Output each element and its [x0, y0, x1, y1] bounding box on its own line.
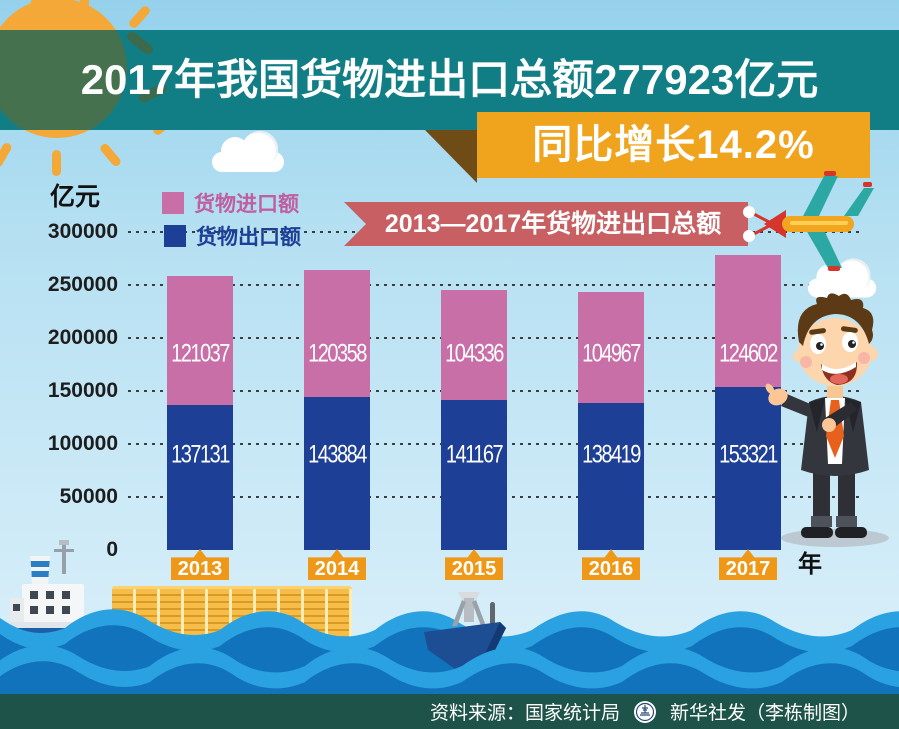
legend-label-import: 货物进口额: [194, 193, 299, 216]
airplane-icon: [749, 171, 874, 271]
x-axis-unit-label: 年: [798, 551, 822, 578]
bar-segment-export: [441, 400, 507, 550]
y-tick-label: 250000: [47, 273, 118, 296]
y-tick-label: 50000: [59, 485, 118, 508]
y-tick-label: 100000: [47, 432, 118, 455]
bar-value-label-export: 138419: [582, 441, 641, 469]
legend-swatch-import: [162, 192, 184, 214]
bar-segment-import: [715, 255, 781, 388]
footer-band: 资料来源：国家统计局 新华社发（李栋制图）: [0, 694, 899, 729]
bar-value-label-import: 104967: [582, 340, 641, 368]
bar-segment-export: [304, 397, 370, 550]
gridline: [128, 284, 862, 286]
xinhua-logo-icon: [634, 700, 657, 723]
bar-value-label-import: 120358: [308, 340, 367, 368]
x-axis-year-tag: 2017: [719, 549, 777, 580]
header-band-sun-overlay: [0, 30, 899, 130]
bar-value-label-import: 104336: [445, 340, 504, 368]
sun-ray-icon: [80, 0, 89, 16]
bar-value-label-import: 124602: [719, 340, 778, 368]
ribbon-tow-dot: [743, 206, 755, 218]
x-axis-year-tag: 2015: [445, 549, 503, 580]
ribbon-tow-dot: [743, 230, 755, 242]
sun-in-band-shape: [0, 30, 127, 130]
growth-badge: 同比增长14.2%: [477, 112, 870, 178]
bar-segment-import: [304, 269, 370, 398]
cloud-icon: [807, 258, 877, 298]
bar-value-label-export: 153321: [719, 441, 778, 469]
bar-segment-export: [167, 404, 233, 550]
y-tick-label: 300000: [47, 220, 118, 243]
x-axis-year-tag: 2014: [308, 549, 366, 580]
footer-credits: 资料来源：国家统计局 新华社发（李栋制图）: [430, 694, 860, 729]
page-title: 2017年我国货物进出口总额277923亿元: [80, 56, 819, 103]
y-tick-label: 0: [106, 538, 118, 561]
source-text: 资料来源：国家统计局: [430, 703, 621, 724]
credit-text: 新华社发（李栋制图）: [670, 703, 861, 724]
bar-value-label-export: 141167: [445, 441, 504, 469]
bar-segment-export: [715, 387, 781, 550]
x-axis-year-tag: 2016: [582, 549, 640, 580]
y-tick-label: 200000: [47, 326, 118, 349]
y-tick-label: 150000: [47, 379, 118, 402]
bar-segment-import: [167, 276, 233, 405]
y-axis-unit-label: 亿元: [50, 183, 101, 211]
legend-swatch-export: [164, 225, 186, 247]
bar-segment-import: [441, 289, 507, 401]
chart-title-ribbon: 2013—2017年货物进出口总额: [344, 202, 748, 246]
sun-ray-icon: [52, 150, 61, 176]
bar-value-label-export: 143884: [308, 441, 367, 469]
cloud-icon: [212, 131, 284, 172]
legend-label-export: 货物出口额: [196, 226, 301, 249]
legend-item-export: 货物出口额: [164, 221, 301, 251]
bar-segment-import: [578, 292, 644, 404]
businessman-illustration: [765, 293, 889, 547]
bar-value-label-export: 137131: [171, 441, 230, 469]
bar-segment-export: [578, 403, 644, 550]
legend-item-import: 货物进口额: [162, 188, 299, 218]
bar-value-label-import: 121037: [171, 340, 230, 368]
x-axis-year-tag: 2013: [171, 549, 229, 580]
